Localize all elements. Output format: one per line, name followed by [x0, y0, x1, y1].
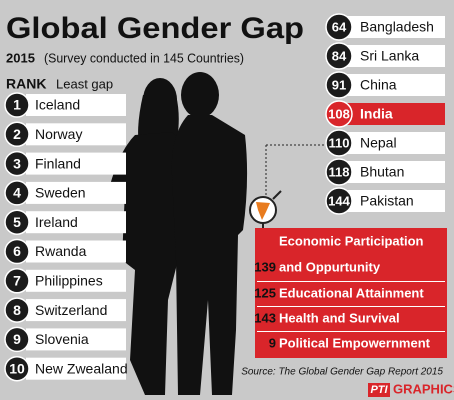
agency: PTI	[370, 384, 388, 396]
rank-badge	[325, 100, 353, 128]
rank-number: 144	[328, 193, 350, 208]
agency-badge	[368, 383, 390, 397]
country-name: Pakistan	[360, 193, 414, 209]
country-box	[342, 190, 445, 212]
rank-number: 10	[9, 360, 25, 376]
indicator-label: Educational Attainment	[279, 285, 424, 300]
country-name: Slovenia	[35, 331, 89, 347]
subtitle: (Survey conducted in 145 Countries)	[44, 50, 244, 65]
rank-number: 9	[13, 331, 21, 347]
indicator-label: and Oppurtunity	[279, 259, 381, 274]
country-box	[26, 181, 126, 204]
country-name: Bangladesh	[360, 19, 434, 35]
rank-badge	[4, 209, 30, 235]
country-name: Nepal	[360, 135, 397, 151]
rank-badge	[4, 326, 30, 353]
rank-badge	[4, 355, 30, 382]
rank-number: 3	[13, 155, 21, 171]
country-box	[26, 152, 126, 175]
rank-badge	[325, 158, 353, 186]
rank-badge	[4, 238, 30, 265]
rank-number: 2	[13, 126, 21, 142]
rank-badge	[4, 92, 30, 118]
rank-number: 108	[328, 106, 350, 121]
country-name: Norway	[35, 126, 82, 142]
country-name: China	[360, 77, 397, 93]
least-gap-label: Least gap	[56, 76, 113, 91]
rank-badge	[4, 268, 30, 294]
country-box	[342, 74, 445, 96]
country-box	[342, 161, 445, 183]
country-box	[342, 103, 445, 125]
country-box	[26, 123, 126, 146]
country-box	[26, 357, 126, 380]
country-box	[26, 269, 126, 292]
rank-badge	[325, 187, 353, 215]
country-box	[26, 240, 126, 263]
rank-number: 64	[332, 19, 347, 34]
rank-number: 91	[332, 77, 346, 92]
rank-number: 110	[329, 135, 350, 150]
india-rank: 9	[269, 335, 276, 350]
country-name: Bhutan	[360, 164, 404, 180]
country-name: Philippines	[35, 273, 103, 289]
rank-badge	[4, 297, 30, 323]
title: Global Gender Gap	[6, 12, 304, 45]
rank-label: RANK	[6, 76, 46, 92]
rank-badge	[325, 13, 353, 41]
source: Source: The Global Gender Gap Report 201…	[241, 367, 443, 378]
country-name: Ireland	[35, 214, 78, 230]
silhouettes	[110, 72, 248, 395]
country-box	[342, 16, 445, 38]
india-rank: 125	[254, 285, 276, 300]
country-box	[26, 299, 126, 322]
rank-badge	[4, 121, 30, 148]
country-name: India	[360, 106, 393, 122]
country-box	[26, 328, 126, 351]
indicator-label: Political Empowernment	[279, 335, 431, 350]
rank-badge	[4, 180, 30, 206]
indicator-label: Economic Participation	[279, 233, 424, 248]
rank-number: 5	[13, 214, 21, 230]
rank-number: 8	[13, 302, 21, 318]
india-rank: 143	[254, 310, 276, 325]
india-rank: 139	[254, 259, 276, 274]
brand: GRAPHICS	[393, 381, 454, 396]
indicator-label: Health and Survival	[279, 310, 400, 325]
country-name: New Zwealand	[35, 360, 128, 376]
country-name: Sweden	[35, 185, 86, 201]
rank-badge	[325, 42, 353, 70]
country-name: Rwanda	[35, 243, 87, 259]
rank-number: 7	[13, 273, 21, 289]
country-name: Finland	[35, 155, 81, 171]
rank-number: 4	[13, 185, 21, 201]
country-box	[342, 45, 445, 67]
country-name: Sri Lanka	[360, 48, 419, 64]
rank-number: 1	[13, 97, 21, 113]
country-box	[26, 211, 126, 234]
rank-number: 6	[13, 243, 21, 259]
year: 2015	[6, 50, 35, 65]
country-box	[26, 94, 126, 116]
country-name: Switzerland	[35, 302, 107, 318]
country-name: Iceland	[35, 97, 80, 113]
rank-badge	[4, 150, 30, 177]
rank-number: 84	[332, 48, 347, 63]
rank-number: 118	[329, 164, 350, 179]
country-box	[342, 132, 445, 154]
rank-badge	[325, 71, 353, 99]
india-panel	[255, 228, 447, 358]
rank-badge	[325, 129, 353, 157]
